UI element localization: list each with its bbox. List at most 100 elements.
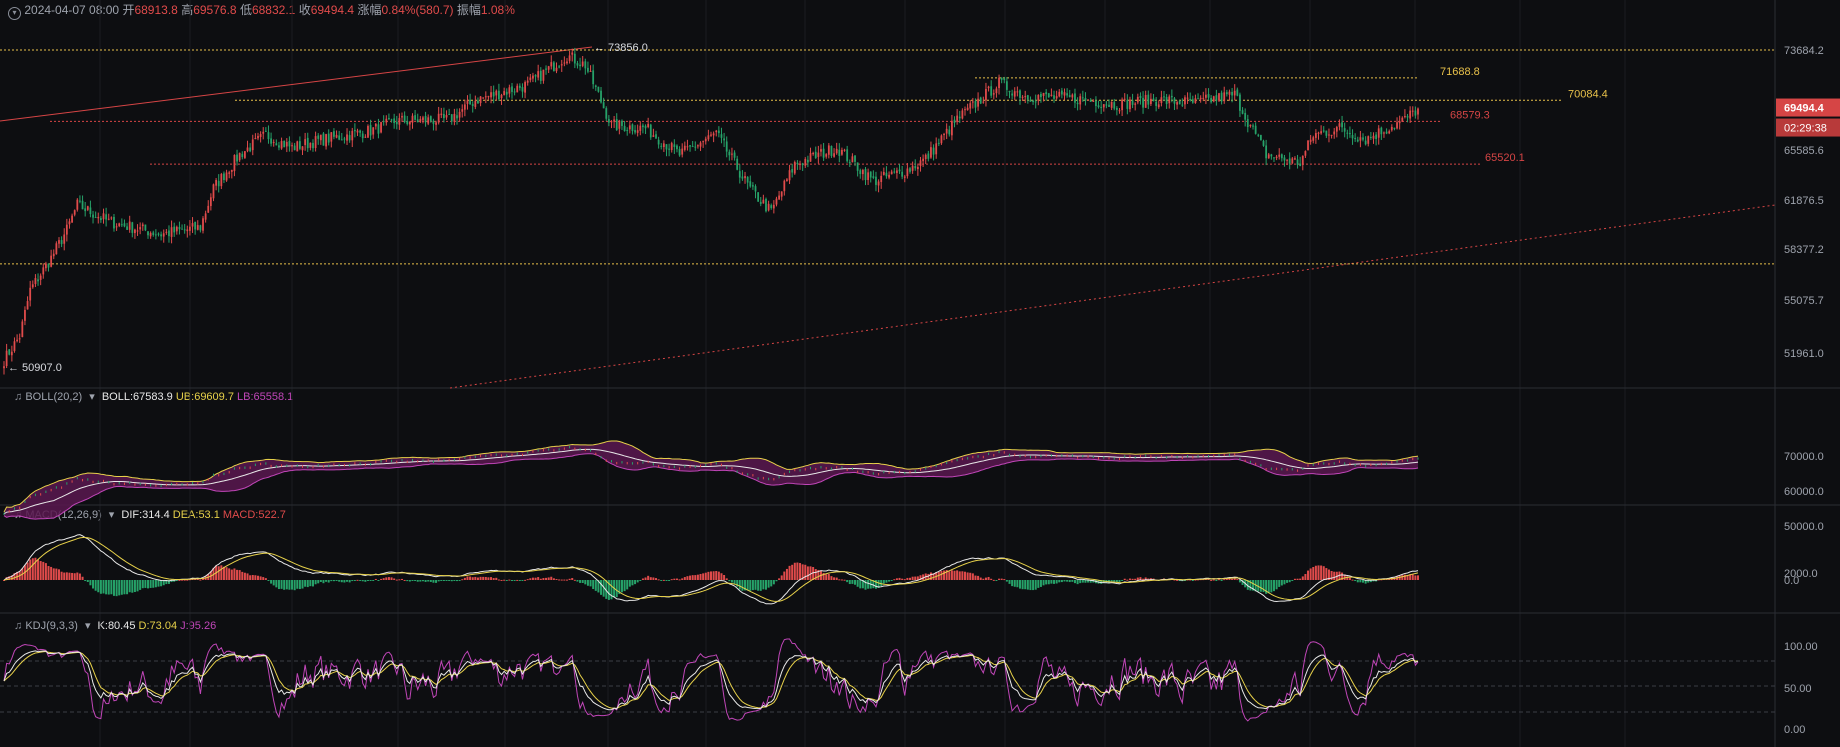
macd-bar bbox=[1039, 580, 1042, 587]
candle-body bbox=[712, 133, 715, 136]
candle-body bbox=[283, 140, 286, 148]
macd-bar bbox=[932, 573, 935, 580]
candle-body bbox=[162, 233, 165, 237]
macd-bar bbox=[13, 573, 16, 580]
candle-body bbox=[885, 172, 888, 177]
macd-bar bbox=[909, 577, 912, 580]
price-axis: 73684.2 65585.6 61876.5 58377.2 55075.7 51961… bbox=[1776, 45, 1840, 736]
candle-body bbox=[5, 350, 8, 367]
macd-bar bbox=[359, 580, 362, 581]
macd-bar bbox=[380, 578, 383, 580]
macd-bar bbox=[1005, 580, 1008, 582]
candle-body bbox=[173, 226, 176, 233]
macd-bar bbox=[348, 580, 351, 583]
macd-bar bbox=[230, 569, 233, 580]
candle-body bbox=[610, 121, 613, 123]
candle-body bbox=[932, 147, 935, 155]
candle-body bbox=[330, 132, 333, 142]
chevron-down-icon[interactable]: ▾ bbox=[8, 7, 21, 20]
macd-bar bbox=[888, 580, 891, 582]
macd-dif-line bbox=[3, 534, 1419, 605]
macd-bar bbox=[843, 579, 846, 581]
macd-bar bbox=[893, 579, 896, 581]
candle-body bbox=[686, 146, 689, 148]
macd-bar bbox=[1377, 579, 1380, 581]
candle-body bbox=[1233, 90, 1236, 96]
macd-bar bbox=[466, 576, 469, 580]
macd-bar bbox=[144, 580, 147, 588]
candle-body bbox=[1178, 100, 1181, 105]
candle-body bbox=[1189, 98, 1192, 101]
bell-icon[interactable]: ♫ bbox=[14, 391, 23, 403]
macd-bar bbox=[427, 580, 430, 582]
candle-body bbox=[1129, 99, 1131, 110]
candle-body bbox=[1165, 96, 1168, 104]
candle-body bbox=[841, 149, 843, 155]
candle-body bbox=[1016, 91, 1019, 93]
candle-body bbox=[916, 167, 919, 170]
macd-hist-value: MACD:522.7 bbox=[222, 509, 286, 521]
macd-bar bbox=[854, 580, 857, 585]
macd-bar bbox=[623, 580, 626, 592]
candle-body bbox=[1330, 134, 1333, 136]
price-tick: 58377.2 bbox=[1784, 244, 1824, 256]
macd-bar bbox=[1191, 580, 1194, 581]
candle-body bbox=[1354, 137, 1357, 140]
candle-body bbox=[1081, 97, 1084, 99]
candle-body bbox=[317, 135, 320, 139]
macd-bar bbox=[317, 580, 320, 584]
candle-body bbox=[906, 168, 909, 177]
candle-body bbox=[1398, 121, 1401, 124]
macd-bar bbox=[503, 579, 506, 581]
macd-bar bbox=[97, 580, 100, 593]
macd-bar bbox=[1029, 580, 1032, 591]
macd-bar bbox=[704, 572, 707, 580]
candle-body bbox=[285, 142, 288, 147]
chevron-down-icon[interactable]: ▾ bbox=[84, 620, 91, 632]
macd-bar bbox=[390, 577, 393, 580]
macd-bar bbox=[1348, 577, 1351, 580]
macd-bar bbox=[542, 578, 545, 580]
bell-icon[interactable]: ♫ bbox=[14, 620, 23, 632]
candle-body bbox=[979, 97, 982, 104]
candle-body bbox=[134, 229, 136, 234]
boll-legend[interactable]: ♫ BOLL(20,2) ▾ BOLL:67583.9 UB:69609.7 L… bbox=[14, 390, 293, 403]
macd-bar bbox=[1092, 580, 1095, 583]
candle-body bbox=[183, 229, 186, 231]
macd-bar bbox=[280, 580, 283, 589]
macd-bar bbox=[267, 580, 270, 581]
countdown-badge-bg bbox=[1776, 118, 1840, 137]
chevron-down-icon[interactable]: ▾ bbox=[89, 391, 95, 403]
candle-body bbox=[215, 179, 217, 186]
macd-bar bbox=[717, 571, 720, 580]
macd-bar bbox=[725, 578, 728, 580]
macd-bar bbox=[744, 580, 747, 591]
candle-body bbox=[1040, 93, 1042, 98]
candle-body bbox=[1194, 98, 1197, 103]
macd-bar bbox=[785, 568, 788, 580]
candle-body bbox=[736, 158, 739, 170]
candle-body bbox=[534, 74, 537, 77]
candle-body bbox=[555, 67, 558, 72]
candle-body bbox=[309, 142, 312, 148]
candle-body bbox=[1202, 97, 1205, 99]
candle-body bbox=[626, 129, 629, 131]
macd-bar bbox=[1073, 580, 1076, 584]
marker-low: ← 50907.0 bbox=[8, 362, 62, 374]
macd-bar bbox=[809, 566, 812, 580]
level-label: 71688.8 bbox=[1440, 66, 1480, 78]
candle-body bbox=[76, 199, 79, 210]
macd-bar bbox=[1291, 580, 1294, 581]
macd-bar bbox=[1288, 580, 1291, 583]
candle-body bbox=[896, 170, 898, 173]
candle-body bbox=[388, 118, 390, 120]
chevron-down-icon[interactable]: ▾ bbox=[108, 509, 115, 521]
macd-bar bbox=[55, 568, 58, 580]
kdj-legend[interactable]: ♫ KDJ(9,3,3) ▾ K:80.45 D:73.04 J:95.26 bbox=[14, 619, 216, 632]
macd-bar bbox=[1317, 565, 1320, 580]
candle-body bbox=[498, 90, 500, 100]
candle-body bbox=[662, 143, 665, 148]
macd-bar bbox=[1238, 580, 1241, 583]
candle-body bbox=[463, 104, 466, 110]
